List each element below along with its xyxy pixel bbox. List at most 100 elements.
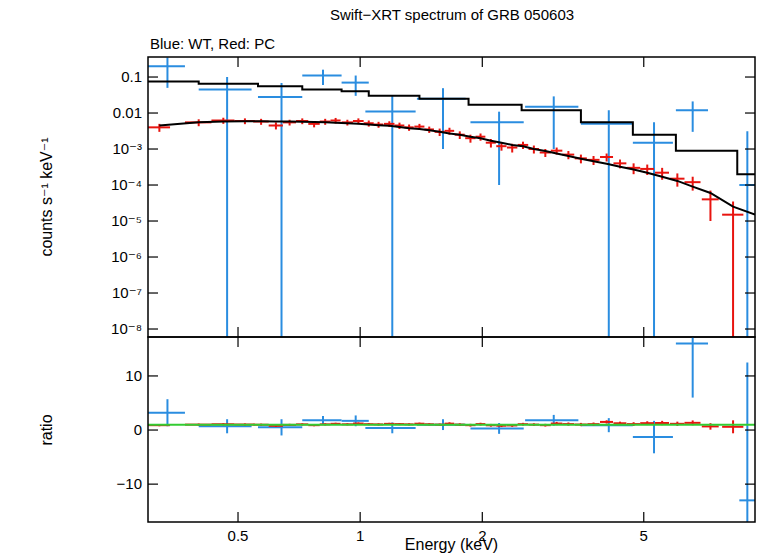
y-tick bbox=[148, 484, 158, 485]
x-error bbox=[655, 172, 669, 174]
x-error bbox=[702, 198, 719, 200]
x-tick bbox=[360, 327, 361, 337]
error-bar-point bbox=[633, 421, 673, 453]
error-bar-point bbox=[702, 191, 719, 221]
x-error bbox=[414, 126, 424, 128]
error-bar-point bbox=[722, 201, 743, 337]
y-error bbox=[226, 77, 228, 337]
y-tick-label: 10⁻⁵ bbox=[111, 212, 142, 229]
error-bar-point bbox=[342, 76, 369, 96]
y-error bbox=[553, 96, 555, 149]
plot-frame bbox=[148, 337, 755, 522]
x-error bbox=[676, 342, 708, 344]
error-bar-point bbox=[525, 96, 578, 149]
x-error bbox=[470, 427, 523, 429]
chart-title: Swift−XRT spectrum of GRB 050603 bbox=[330, 6, 574, 23]
x-error bbox=[269, 125, 283, 127]
x-error bbox=[600, 156, 613, 158]
y-error bbox=[732, 201, 734, 337]
y-tick-label: 0.1 bbox=[121, 68, 142, 85]
y-error bbox=[653, 122, 655, 337]
y-tick-label: 10⁻⁴ bbox=[111, 176, 142, 193]
y-tick-label: 10⁻⁶ bbox=[111, 248, 142, 265]
model-line bbox=[148, 424, 755, 426]
error-bar-point bbox=[302, 70, 341, 85]
x-error bbox=[496, 145, 506, 147]
y-tick-label: −10 bbox=[117, 475, 142, 492]
y-tick bbox=[745, 112, 755, 113]
error-bar-point bbox=[676, 337, 708, 398]
y-tick bbox=[148, 112, 158, 113]
y-tick bbox=[745, 220, 755, 221]
x-tick bbox=[643, 57, 644, 67]
x-tick bbox=[482, 512, 483, 522]
y-tick-label: 0 bbox=[134, 421, 142, 438]
x-error bbox=[384, 123, 394, 125]
plot-frame bbox=[148, 57, 755, 337]
error-bar-point bbox=[633, 122, 673, 337]
y-tick-label: 10⁻⁷ bbox=[112, 284, 142, 301]
x-tick-label: 0.5 bbox=[228, 527, 249, 544]
y-error bbox=[661, 168, 663, 180]
x-tick bbox=[482, 57, 483, 67]
x-error bbox=[551, 150, 563, 152]
error-bar-point bbox=[739, 131, 755, 337]
x-tick-label: 5 bbox=[640, 527, 648, 544]
x-tick bbox=[237, 512, 238, 522]
model-step bbox=[148, 82, 755, 175]
x-error bbox=[633, 142, 673, 144]
x-tick bbox=[360, 512, 361, 522]
x-error bbox=[258, 96, 302, 98]
x-error bbox=[684, 422, 700, 424]
y-error bbox=[709, 191, 711, 221]
x-error bbox=[525, 419, 578, 421]
y-tick-label: 0.01 bbox=[113, 104, 142, 121]
x-tick bbox=[482, 337, 483, 347]
x-tick bbox=[482, 327, 483, 337]
y-error bbox=[442, 88, 444, 149]
x-tick bbox=[643, 337, 644, 347]
x-error bbox=[302, 75, 341, 77]
y-tick bbox=[148, 292, 158, 293]
x-error bbox=[684, 181, 700, 183]
y-tick bbox=[148, 256, 158, 257]
error-bar-point bbox=[302, 416, 341, 425]
y-error bbox=[355, 76, 357, 96]
error-bar-point bbox=[676, 101, 708, 131]
error-bar-point bbox=[470, 112, 523, 185]
x-error bbox=[445, 130, 455, 132]
x-error bbox=[613, 162, 626, 164]
x-error bbox=[342, 420, 369, 422]
x-error bbox=[148, 126, 170, 128]
error-bar-point bbox=[199, 77, 252, 337]
y-error bbox=[692, 177, 694, 191]
plot-area bbox=[148, 57, 755, 337]
y-error bbox=[322, 70, 324, 85]
y-tick bbox=[148, 375, 158, 376]
x-tick bbox=[643, 327, 644, 337]
y-tick bbox=[745, 292, 755, 293]
error-bar-point bbox=[600, 154, 613, 162]
x-error bbox=[722, 426, 743, 428]
error-bar-point bbox=[269, 122, 283, 129]
x-error bbox=[302, 419, 341, 421]
y-tick-label: 10⁻³ bbox=[112, 140, 142, 157]
x-error bbox=[258, 426, 302, 428]
x-error bbox=[353, 120, 364, 122]
y-tick bbox=[745, 375, 755, 376]
model-line bbox=[159, 121, 755, 214]
error-bar-point bbox=[365, 95, 415, 337]
x-error bbox=[676, 109, 708, 111]
y-error bbox=[746, 131, 748, 337]
y-tick bbox=[745, 148, 755, 149]
x-error bbox=[640, 168, 654, 170]
error-bar-point bbox=[739, 362, 755, 522]
x-tick bbox=[643, 512, 644, 522]
error-bar-point bbox=[722, 420, 743, 433]
y-tick-label: 10 bbox=[125, 367, 142, 384]
y-error bbox=[608, 110, 610, 337]
x-error bbox=[633, 436, 673, 438]
y-tick bbox=[745, 429, 755, 430]
chart-subtitle: Blue: WT, Red: PC bbox=[150, 35, 275, 52]
error-bar-point bbox=[581, 110, 633, 337]
